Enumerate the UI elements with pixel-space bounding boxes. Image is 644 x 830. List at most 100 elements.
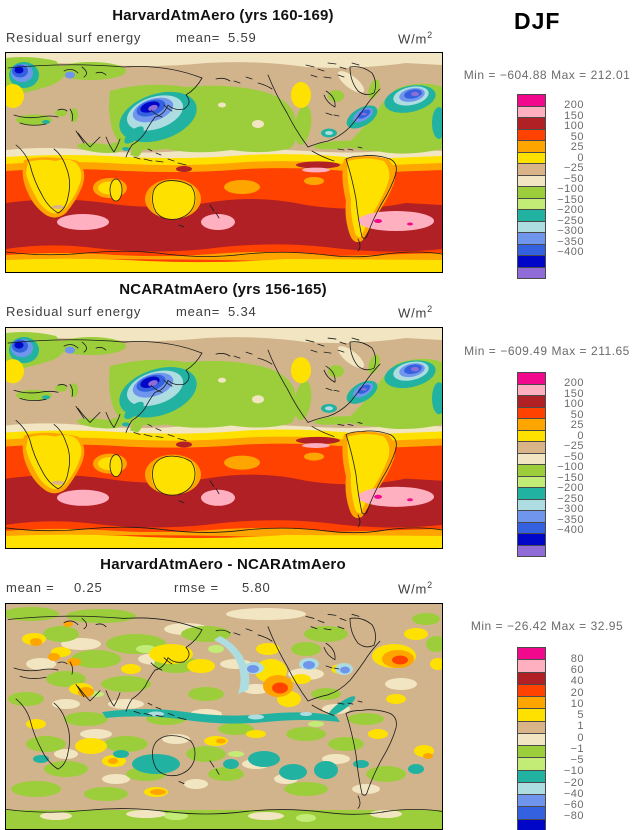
colorbar-tick-label: −200: [557, 204, 584, 216]
map-harvard-svg: [6, 53, 442, 272]
colorbar-cell: [518, 452, 545, 464]
colorbar-cell: [518, 510, 545, 522]
panel2-mean-label: mean=: [176, 304, 221, 319]
colorbar-cell: [518, 648, 545, 660]
colorbar-cell: [518, 197, 545, 209]
diff-cream-south: [40, 810, 402, 820]
colorbar-tick-label: −350: [557, 235, 584, 248]
colorbar-cell: [518, 487, 545, 499]
colorbar-tick-label: −60: [563, 799, 584, 811]
colorbar-tick-label: 0: [577, 731, 584, 744]
colorbar-cell: [518, 683, 545, 696]
map-difference: [5, 603, 443, 830]
season-label: DJF: [514, 8, 561, 34]
panel2-units-base: W/m: [398, 305, 428, 321]
colorbar-tick-label: 5: [577, 709, 584, 721]
colorbar-cell: [518, 696, 545, 709]
colorbar-cell: [518, 781, 545, 794]
map-ncar: [5, 327, 443, 549]
map-difference-svg: [6, 604, 442, 829]
colorbar-tick-label: 10: [570, 697, 584, 710]
colorbar-cell: [518, 128, 545, 140]
colorbar-tick-label: 80: [570, 652, 584, 665]
colorbar-tick-label: −80: [563, 810, 584, 823]
panel2-min-label: Min =: [464, 344, 497, 358]
colorbar-cell: [518, 373, 545, 384]
colorbar-cell: [518, 255, 545, 267]
colorbar-cell: [518, 745, 545, 758]
colorbar-tick-label: 0: [577, 151, 584, 164]
colorbar-tick-label: 200: [564, 99, 584, 111]
colorbar-tick-label: 25: [570, 419, 584, 431]
colorbar-tick-label: −25: [563, 440, 584, 452]
colorbar-tick-label: 25: [570, 141, 584, 153]
panel3-rmse-label: rmse =: [174, 580, 219, 595]
panel2-max-label: Max =: [551, 344, 588, 358]
panel2-max-value: 211.65: [591, 344, 630, 358]
colorbar-tick-label: −1: [570, 742, 584, 755]
panel1-max-label: Max =: [551, 68, 587, 82]
colorbar-cell: [518, 243, 545, 255]
colorbar-cell: [518, 794, 545, 807]
panel2-title: NCARAtmAero (yrs 156-165): [119, 281, 327, 298]
panel1-subtitle-row: Residual surf energy mean= 5.59 W/m2: [0, 30, 446, 46]
colorbar-cell: [518, 475, 545, 487]
colorbar-cell: [518, 151, 545, 163]
colorbar-cell: [518, 174, 545, 186]
map-ncar-svg: [6, 328, 442, 548]
colorbar-cell: [518, 708, 545, 721]
colorbar-cell: [518, 266, 545, 278]
panel1-minmax: Min = −604.88 Max = 212.01: [450, 68, 644, 82]
panel3-units-base: W/m: [398, 581, 428, 597]
colorbar-tick-label: −50: [563, 172, 584, 185]
colorbar-cell: [518, 105, 545, 117]
colorbar-cell: [518, 406, 545, 418]
colorbar-cell: [518, 418, 545, 430]
colorbar-tick-label: 100: [564, 120, 584, 132]
colorbar-cell: [518, 232, 545, 244]
panel2-field-label: Residual surf energy: [6, 304, 142, 319]
colorbar-cell: [518, 732, 545, 745]
colorbar-tick-label: 200: [564, 377, 584, 389]
panel3-mean-label: mean =: [6, 580, 55, 595]
panel2-minmax: Min = −609.49 Max = 211.65: [450, 344, 644, 358]
colorbar-cell: [518, 521, 545, 533]
colorbar-tick-label: −100: [557, 183, 584, 195]
panel1-mean-label: mean=: [176, 30, 221, 45]
panel3-max-label: Max =: [551, 619, 587, 633]
colorbar-tick-label: −400: [557, 524, 584, 536]
panel1-units-exp: 2: [427, 30, 433, 40]
panel2-min-value: −609.49: [500, 344, 548, 358]
panel2-subtitle-row: Residual surf energy mean= 5.34 W/m2: [0, 304, 446, 320]
panel1-field-label: Residual surf energy: [6, 30, 142, 45]
colorbar-cell: [518, 209, 545, 221]
panel3-title: HarvardAtmAero - NCARAtmAero: [100, 556, 346, 573]
panel2-mean-value: 5.34: [228, 304, 257, 319]
colorbar-cell: [518, 720, 545, 733]
colorbar-cell: [518, 757, 545, 770]
colorbar-tick-label: 150: [564, 109, 584, 122]
colorbar-tick-label: −40: [563, 787, 584, 800]
panel2-units-exp: 2: [427, 304, 433, 314]
colorbar-cell: [518, 533, 545, 545]
colorbar-tick-label: −150: [557, 193, 584, 206]
colorbar-tick-label: −25: [563, 162, 584, 174]
colorbar-tick-label: −150: [557, 471, 584, 484]
panel2-colorbar-cells: [517, 372, 546, 557]
colorbar-cell: [518, 140, 545, 152]
colorbar-cell: [518, 220, 545, 232]
colorbar-tick-label: 20: [570, 686, 584, 699]
panel1-colorbar-cells: [517, 94, 546, 279]
colorbar-tick-label: −350: [557, 513, 584, 526]
diff-green-patches: [6, 607, 442, 829]
colorbar-cell: [518, 429, 545, 441]
panel1-min-value: −604.88: [499, 68, 548, 82]
panel3-min-label: Min =: [470, 619, 504, 633]
colorbar-tick-label: −200: [557, 482, 584, 494]
colorbar-tick-label: 40: [570, 675, 584, 688]
panel3-units: W/m2: [398, 580, 432, 596]
colorbar-tick-label: −100: [557, 461, 584, 473]
colorbar-tick-label: 0: [577, 429, 584, 442]
colorbar-cell: [518, 769, 545, 782]
